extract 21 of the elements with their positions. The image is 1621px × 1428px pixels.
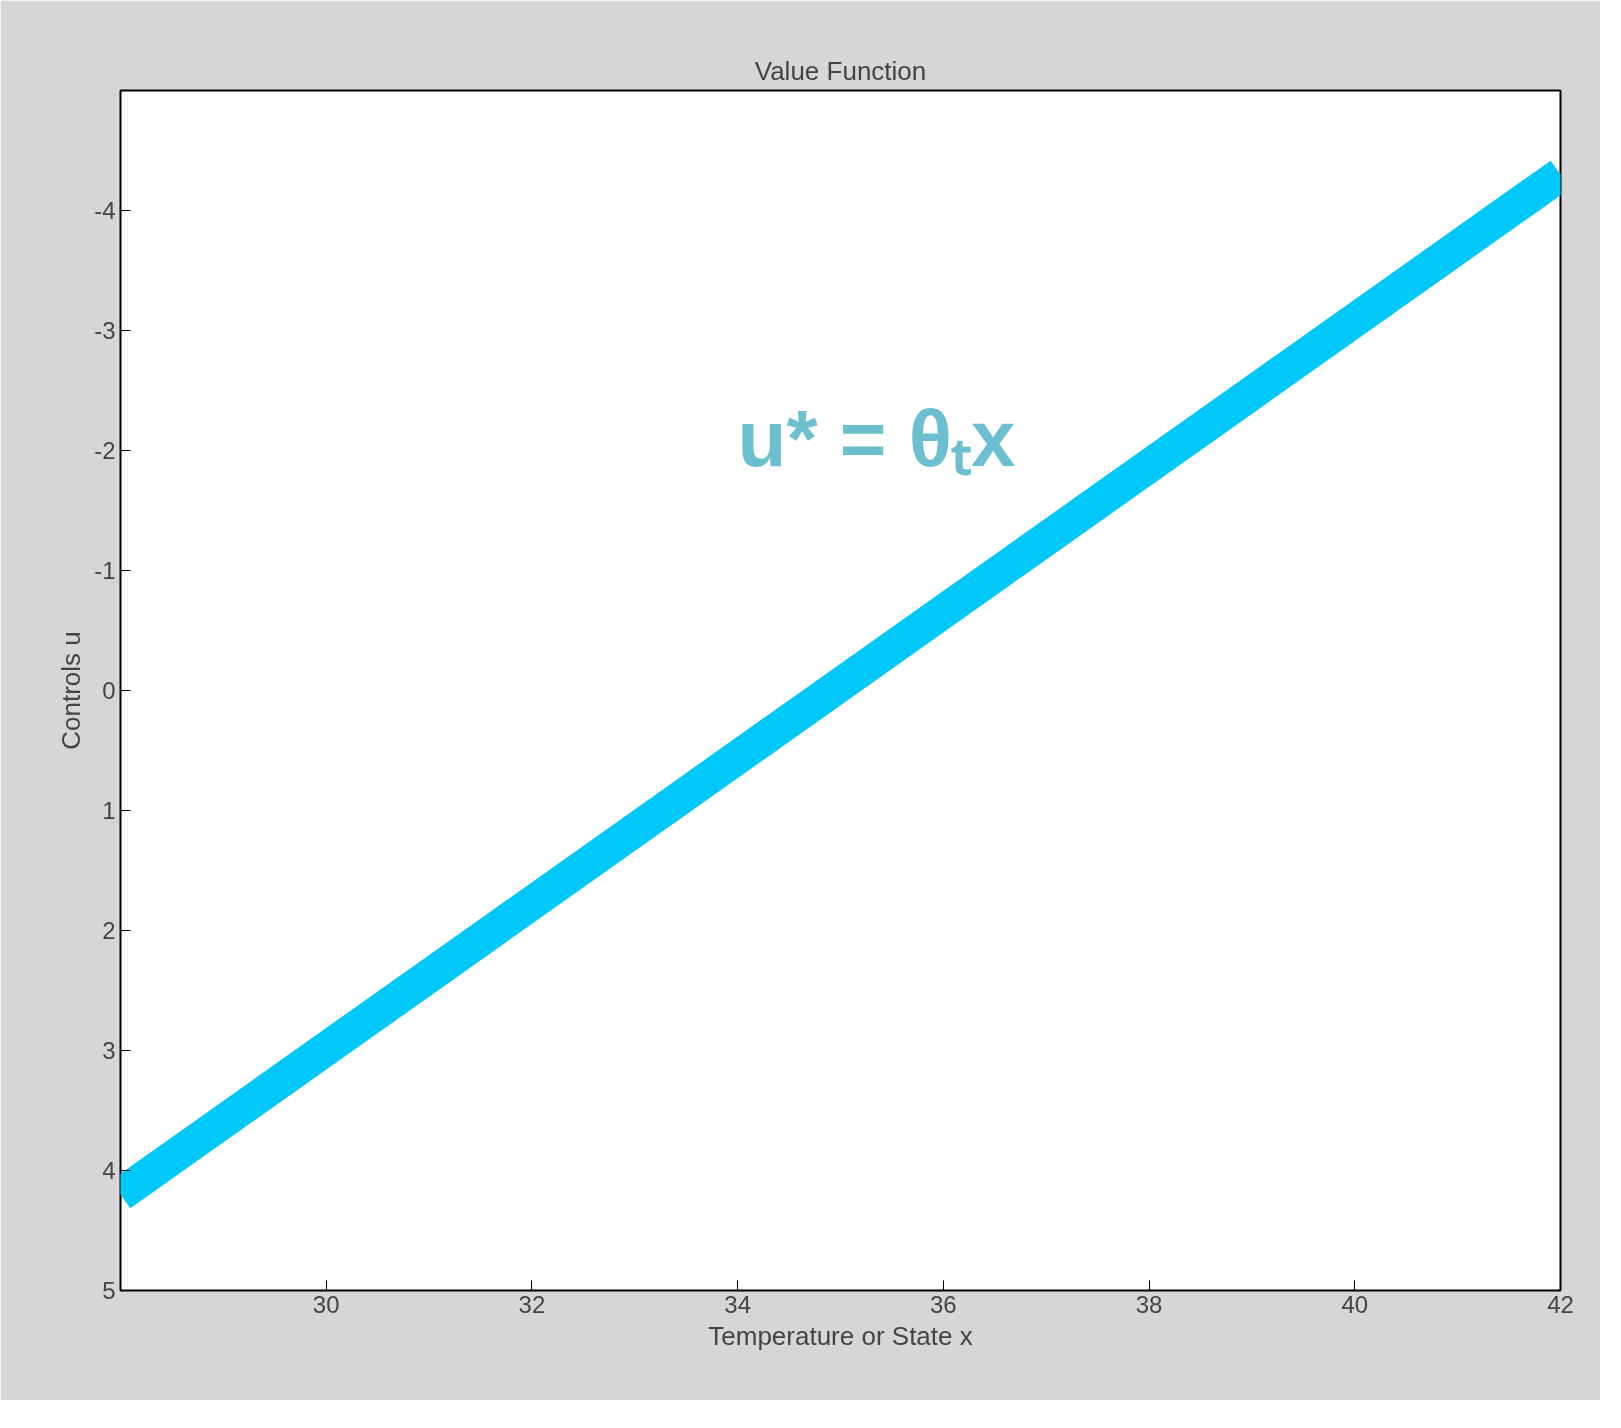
x-tick-label: 30 [312,1290,340,1318]
x-tick-label: 38 [1135,1290,1163,1318]
x-tick-label: 40 [1341,1290,1369,1318]
x-tick-label: 32 [518,1290,546,1318]
y-tick-label: 3 [102,1037,116,1064]
x-tick-label: 34 [724,1290,751,1318]
y-axis-title: Controls u [56,631,87,750]
y-tick-label: 4 [102,1157,116,1184]
y-tick-label: 5 [102,1277,116,1304]
x-tick-label: 42 [1547,1290,1574,1318]
y-tick-label: 2 [102,917,116,944]
annotation: u* = θₜx [737,394,1016,483]
y-tick-label: -2 [94,437,116,464]
x-axis-title: Temperature or State x [708,1320,973,1351]
y-tick-label: 0 [102,677,116,704]
chart-title: Value Function [754,55,927,86]
y-tick-label: 1 [102,797,116,824]
x-tick-label: 36 [930,1290,957,1318]
y-tick-label: -1 [94,557,116,584]
y-tick-label: -4 [94,197,116,224]
y-tick-label: -3 [94,317,116,344]
